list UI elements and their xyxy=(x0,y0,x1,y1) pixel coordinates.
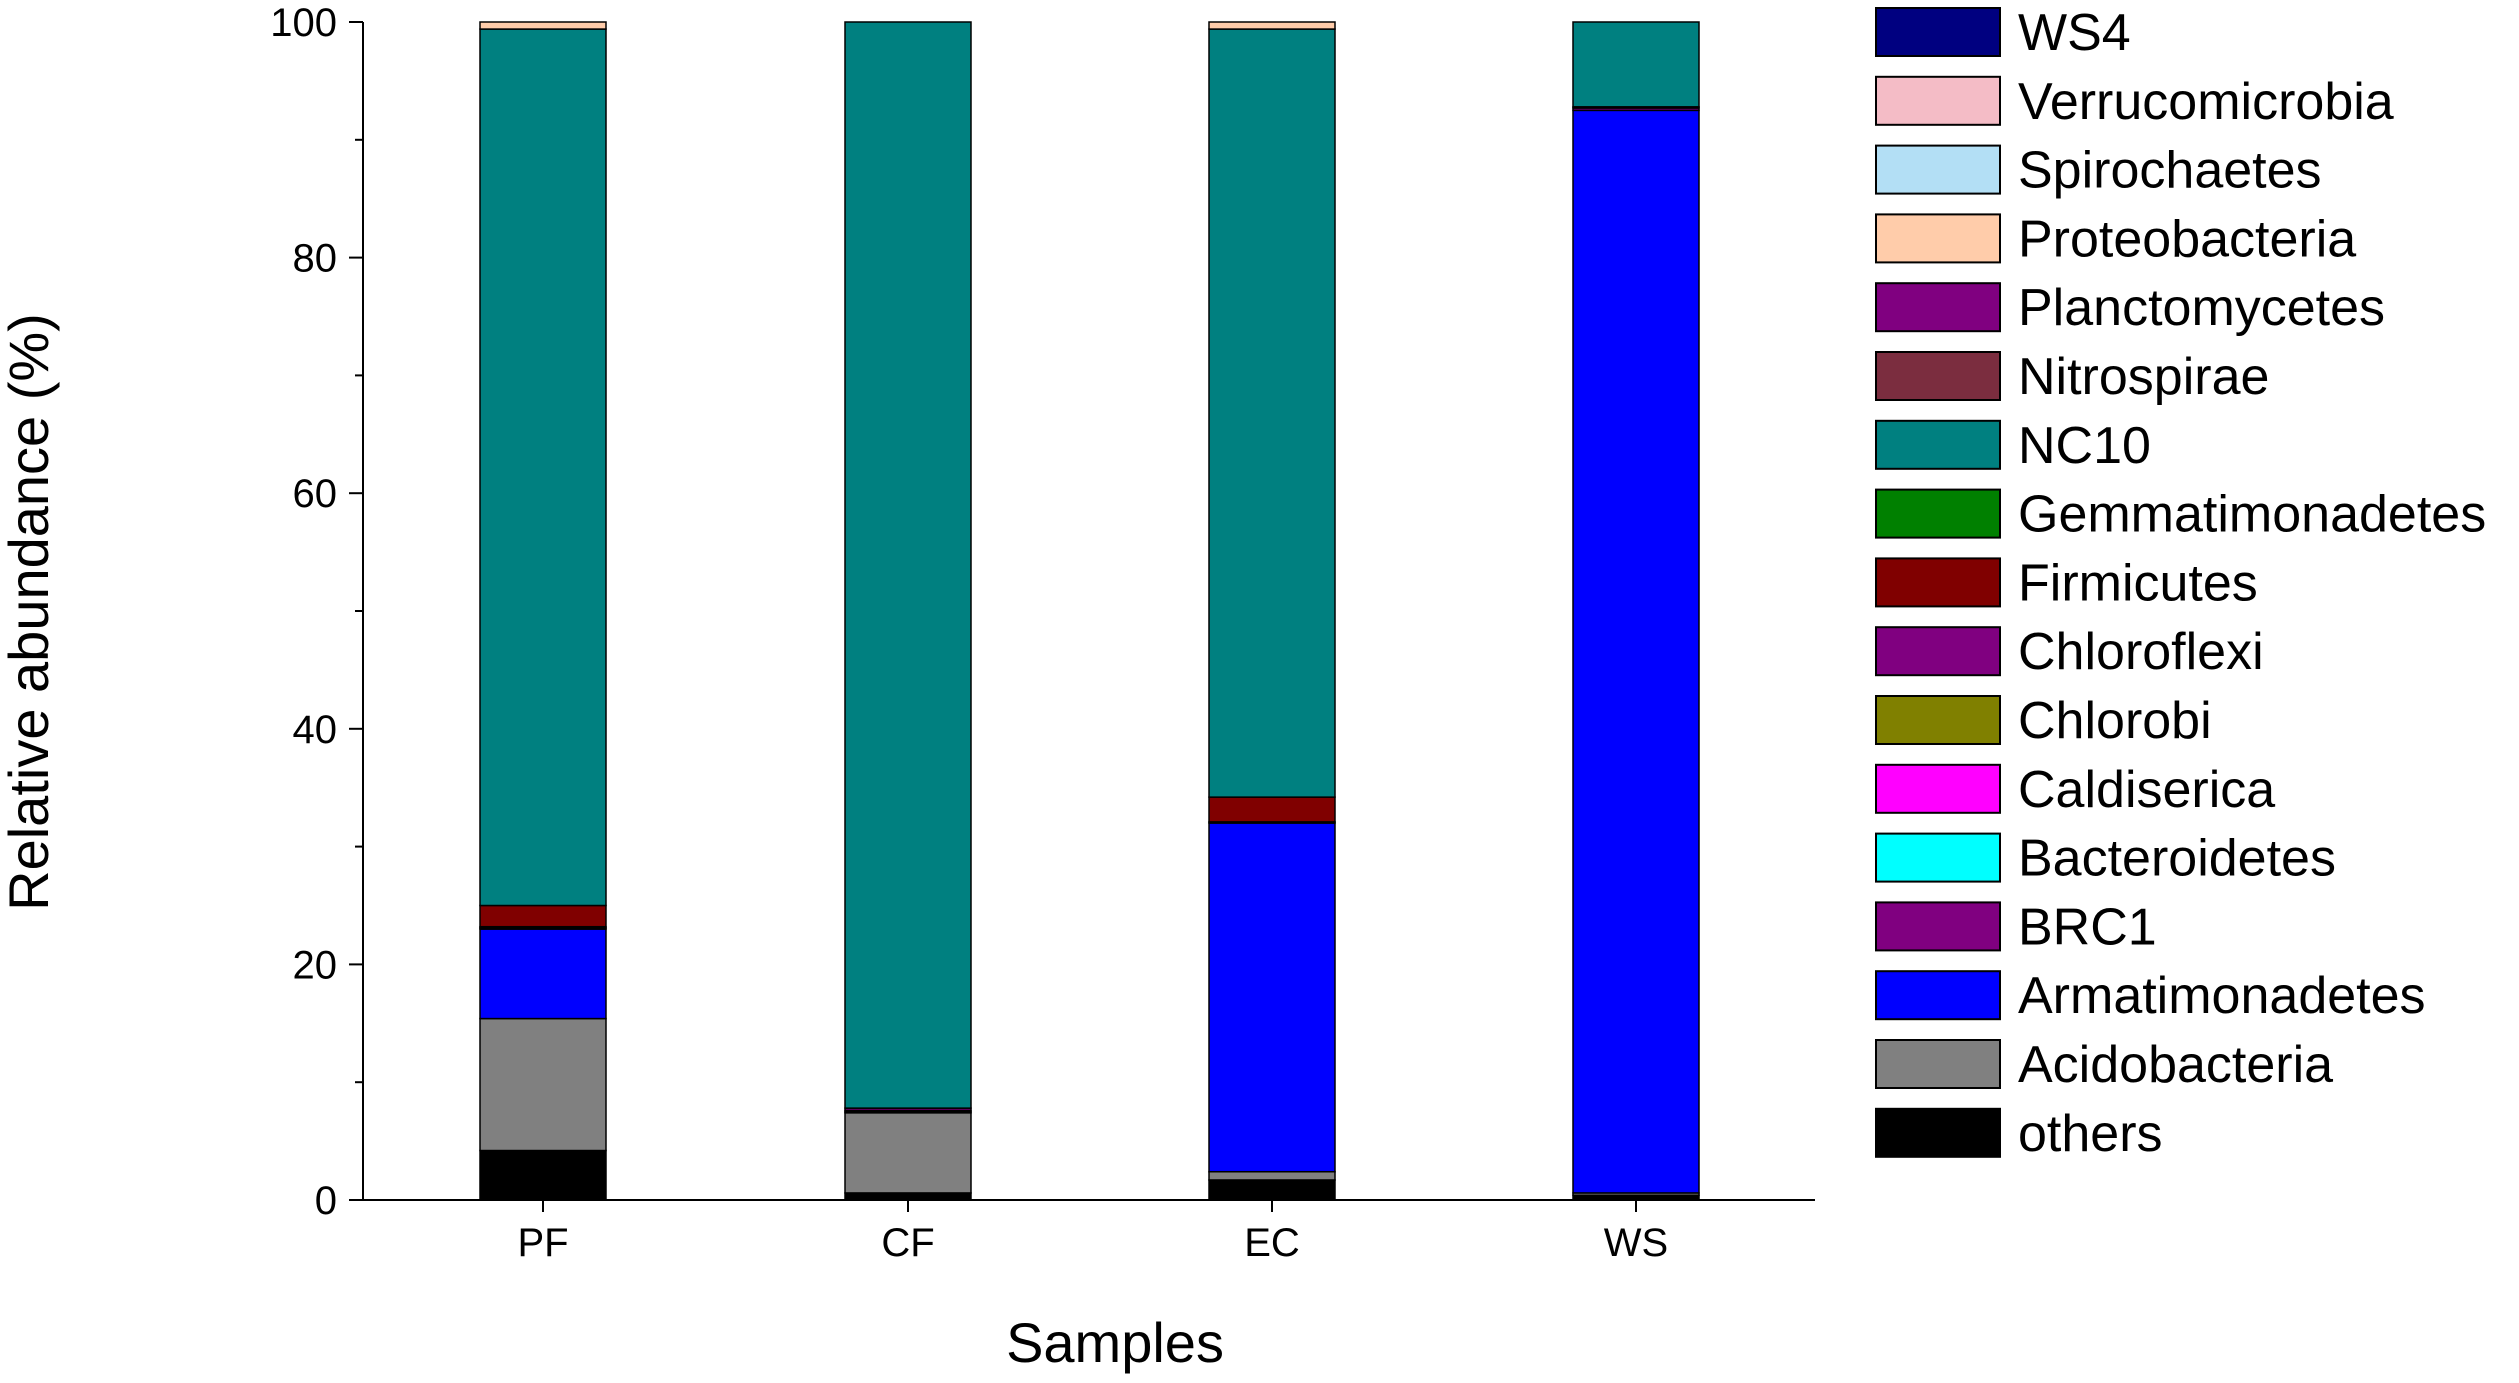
bar-segment-armatimonadetes xyxy=(1208,822,1336,1173)
legend-label: Caldiserica xyxy=(2018,761,2275,819)
legend-item-acidobacteria: Acidobacteria xyxy=(1875,1036,2333,1094)
legend-item-firmicutes: Firmicutes xyxy=(1875,554,2258,612)
legend-swatch xyxy=(1875,557,2001,608)
legend-item-ws4: WS4 xyxy=(1875,4,2131,62)
x-tick-label: EC xyxy=(1244,1221,1300,1265)
legend-label: Spirochaetes xyxy=(2018,142,2322,200)
bar-segment-proteobacteria xyxy=(1208,21,1336,30)
legend-swatch xyxy=(1875,970,2001,1021)
legend-swatch xyxy=(1875,901,2001,952)
legend-swatch xyxy=(1875,213,2001,264)
legend-item-planctomycetes: Planctomycetes xyxy=(1875,279,2385,337)
legend-item-brc1: BRC1 xyxy=(1875,898,2157,956)
legend-label: Chlorobi xyxy=(2018,692,2212,750)
legend-item-spirochaetes: Spirochaetes xyxy=(1875,142,2322,200)
bar-segment-others xyxy=(479,1149,607,1201)
legend-label: Acidobacteria xyxy=(2018,1036,2333,1094)
legend-swatch xyxy=(1875,763,2001,814)
legend-label: BRC1 xyxy=(2018,898,2157,956)
legend-item-caldiserica: Caldiserica xyxy=(1875,761,2275,819)
legend-swatch xyxy=(1875,282,2001,333)
legend-item-nitrospirae: Nitrospirae xyxy=(1875,348,2269,406)
bar-segment-armatimonadetes xyxy=(479,928,607,1020)
y-tick-label: 80 xyxy=(293,237,338,281)
x-tick-label: WS xyxy=(1604,1221,1668,1265)
legend-item-armatimonadetes: Armatimonadetes xyxy=(1875,967,2426,1025)
legend-swatch xyxy=(1875,351,2001,401)
legend-item-bacteroidetes: Bacteroidetes xyxy=(1875,830,2336,888)
axis-ticks: 0 20 40 60 80 100 PF CF EC WS xyxy=(270,1,1668,1265)
legend-label: Armatimonadetes xyxy=(2018,967,2426,1025)
y-tick-label: 40 xyxy=(293,708,338,752)
legend-item-others: others xyxy=(1875,1105,2163,1163)
legend-item-gemmatimonadetes: Gemmatimonadetes xyxy=(1875,486,2486,544)
bar-segment-acidobacteria xyxy=(479,1017,607,1152)
legend-label: others xyxy=(2018,1105,2163,1163)
legend-item-chlorobi: Chlorobi xyxy=(1875,692,2212,750)
bar-segment-armatimonadetes xyxy=(1572,109,1700,1194)
legend-swatch xyxy=(1875,695,2001,745)
y-axis-title: Relative abundance (%) xyxy=(0,313,60,911)
bar-segment-nc10 xyxy=(844,21,972,1109)
bar-stack-cf xyxy=(844,21,972,1201)
legend-label: WS4 xyxy=(2018,4,2131,62)
y-tick-label: 100 xyxy=(270,1,337,45)
legend-item-proteobacteria: Proteobacteria xyxy=(1875,210,2356,268)
legend-label: NC10 xyxy=(2018,417,2151,475)
legend: WS4 Verrucomicrobia Spirochaetes Proteobact… xyxy=(1875,4,2486,1163)
bar-stacks xyxy=(479,21,1700,1201)
bar-segment-others xyxy=(1208,1179,1336,1201)
legend-label: Proteobacteria xyxy=(2018,210,2356,268)
x-tick-label: CF xyxy=(881,1221,934,1265)
legend-item-nc10: NC10 xyxy=(1875,417,2151,475)
legend-label: Gemmatimonadetes xyxy=(2018,486,2486,544)
x-axis-title: Samples xyxy=(1006,1311,1224,1374)
legend-swatch xyxy=(1875,626,2001,677)
bar-segment-nc10 xyxy=(1572,21,1700,108)
bar-segment-acidobacteria xyxy=(1208,1170,1336,1181)
legend-swatch xyxy=(1875,1039,2001,1089)
bar-segment-others xyxy=(844,1192,972,1201)
bar-segment-acidobacteria xyxy=(844,1112,972,1194)
legend-swatch xyxy=(1875,488,2001,539)
bar-segment-nc10 xyxy=(479,28,607,907)
legend-label: Firmicutes xyxy=(2018,554,2258,612)
bar-segment-firmicutes xyxy=(479,904,607,928)
legend-swatch xyxy=(1875,144,2001,195)
legend-label: Verrucomicrobia xyxy=(2018,73,2394,131)
legend-label: Planctomycetes xyxy=(2018,279,2385,337)
legend-swatch xyxy=(1875,419,2001,470)
legend-swatch xyxy=(1875,75,2001,126)
y-tick-label: 20 xyxy=(293,943,338,987)
y-tick-label: 0 xyxy=(315,1179,337,1223)
bar-segment-firmicutes xyxy=(1208,796,1336,823)
bar-stack-ws xyxy=(1572,21,1700,1201)
bar-segment-proteobacteria xyxy=(479,21,607,30)
legend-item-verrucomicrobia: Verrucomicrobia xyxy=(1875,73,2394,131)
bar-stack-pf xyxy=(479,21,607,1201)
legend-swatch xyxy=(1875,1107,2001,1158)
x-tick-label: PF xyxy=(517,1221,568,1265)
legend-item-chloroflexi: Chloroflexi xyxy=(1875,623,2264,681)
y-tick-label: 60 xyxy=(293,472,338,516)
legend-label: Bacteroidetes xyxy=(2018,830,2336,888)
bar-stack-ec xyxy=(1208,21,1336,1201)
legend-swatch xyxy=(1875,7,2001,57)
legend-label: Nitrospirae xyxy=(2018,348,2269,406)
legend-label: Chloroflexi xyxy=(2018,623,2264,681)
legend-swatch xyxy=(1875,832,2001,883)
bar-segment-nc10 xyxy=(1208,28,1336,798)
